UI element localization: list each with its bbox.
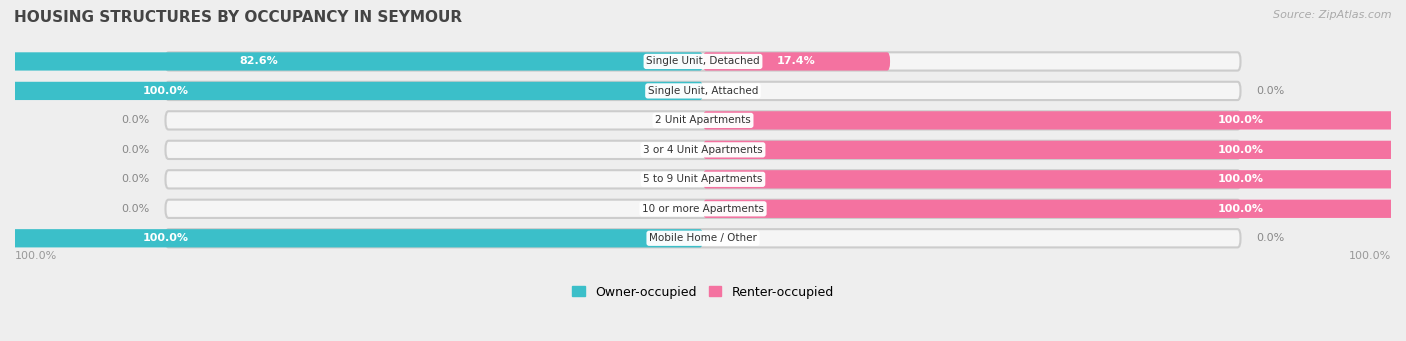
Text: 0.0%: 0.0% <box>1257 86 1285 96</box>
Text: 5 to 9 Unit Apartments: 5 to 9 Unit Apartments <box>644 174 762 184</box>
Text: 0.0%: 0.0% <box>121 115 149 125</box>
Text: HOUSING STRUCTURES BY OCCUPANCY IN SEYMOUR: HOUSING STRUCTURES BY OCCUPANCY IN SEYMO… <box>14 10 463 25</box>
Text: 100.0%: 100.0% <box>1348 251 1391 261</box>
Text: 100.0%: 100.0% <box>1218 115 1264 125</box>
Legend: Owner-occupied, Renter-occupied: Owner-occupied, Renter-occupied <box>572 285 834 298</box>
Text: 10 or more Apartments: 10 or more Apartments <box>643 204 763 214</box>
Text: 3 or 4 Unit Apartments: 3 or 4 Unit Apartments <box>643 145 763 155</box>
FancyBboxPatch shape <box>166 82 1240 100</box>
FancyBboxPatch shape <box>0 52 703 71</box>
FancyBboxPatch shape <box>703 111 1406 130</box>
FancyBboxPatch shape <box>703 200 1406 218</box>
Text: 100.0%: 100.0% <box>1218 204 1264 214</box>
Text: 17.4%: 17.4% <box>778 57 815 66</box>
Text: 0.0%: 0.0% <box>121 174 149 184</box>
FancyBboxPatch shape <box>166 229 1240 248</box>
Text: 100.0%: 100.0% <box>15 251 58 261</box>
FancyBboxPatch shape <box>166 200 1240 218</box>
FancyBboxPatch shape <box>166 111 1240 130</box>
Text: Mobile Home / Other: Mobile Home / Other <box>650 233 756 243</box>
FancyBboxPatch shape <box>703 170 1406 189</box>
Text: 0.0%: 0.0% <box>121 204 149 214</box>
Text: Source: ZipAtlas.com: Source: ZipAtlas.com <box>1274 10 1392 20</box>
Text: 100.0%: 100.0% <box>142 233 188 243</box>
Text: 0.0%: 0.0% <box>1257 233 1285 243</box>
Text: 100.0%: 100.0% <box>1218 145 1264 155</box>
FancyBboxPatch shape <box>0 82 703 100</box>
Text: 2 Unit Apartments: 2 Unit Apartments <box>655 115 751 125</box>
FancyBboxPatch shape <box>166 141 1240 159</box>
FancyBboxPatch shape <box>166 170 1240 189</box>
Text: 82.6%: 82.6% <box>239 57 278 66</box>
Text: 100.0%: 100.0% <box>1218 174 1264 184</box>
FancyBboxPatch shape <box>703 141 1406 159</box>
FancyBboxPatch shape <box>0 229 703 248</box>
FancyBboxPatch shape <box>703 52 890 71</box>
Text: 100.0%: 100.0% <box>142 86 188 96</box>
Text: Single Unit, Attached: Single Unit, Attached <box>648 86 758 96</box>
Text: 0.0%: 0.0% <box>121 145 149 155</box>
FancyBboxPatch shape <box>166 52 1240 71</box>
Text: Single Unit, Detached: Single Unit, Detached <box>647 57 759 66</box>
